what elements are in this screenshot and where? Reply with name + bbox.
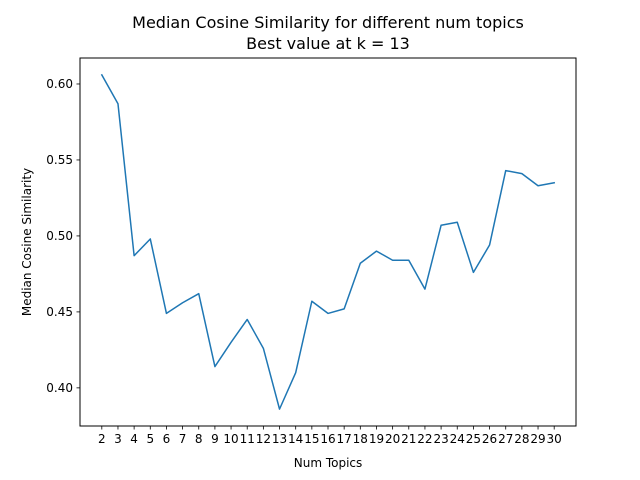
x-tick-label: 17	[337, 432, 352, 446]
x-tick-label: 21	[401, 432, 416, 446]
x-tick-label: 2	[98, 432, 106, 446]
chart-title: Median Cosine Similarity for different n…	[132, 13, 524, 32]
x-tick-label: 26	[482, 432, 497, 446]
x-tick-label: 16	[320, 432, 335, 446]
x-tick-label: 19	[369, 432, 384, 446]
y-axis-label: Median Cosine Similarity	[20, 168, 34, 316]
x-tick-label: 29	[530, 432, 545, 446]
y-tick-label: 0.60	[46, 77, 73, 91]
x-tick-label: 12	[256, 432, 271, 446]
x-tick-label: 14	[288, 432, 303, 446]
x-tick-label: 3	[114, 432, 122, 446]
x-tick-label: 10	[223, 432, 238, 446]
x-tick-label: 11	[240, 432, 255, 446]
x-tick-label: 30	[547, 432, 562, 446]
x-tick-label: 20	[385, 432, 400, 446]
chart-subtitle: Best value at k = 13	[246, 34, 410, 53]
x-axis-label: Num Topics	[294, 456, 363, 470]
plot-area	[100, 73, 556, 410]
x-tick-label: 9	[211, 432, 219, 446]
y-tick-label: 0.45	[46, 305, 73, 319]
x-tick-label: 13	[272, 432, 287, 446]
x-tick-label: 25	[466, 432, 481, 446]
x-tick-label: 8	[195, 432, 203, 446]
x-tick-label: 5	[146, 432, 154, 446]
y-tick-label: 0.55	[46, 153, 73, 167]
x-tick-label: 24	[450, 432, 465, 446]
x-tick-label: 15	[304, 432, 319, 446]
x-tick-label: 7	[179, 432, 187, 446]
x-tick-label: 28	[514, 432, 529, 446]
x-tick-label: 23	[433, 432, 448, 446]
y-axis: 0.40 0.45 0.50 0.55 0.60	[46, 77, 80, 395]
x-tick-label: 18	[353, 432, 368, 446]
x-axis: 2 3 4 5 6 7 8 9 10 11 12 13 14 15 16 17 18 19 20 21 22 23 24 25…	[98, 426, 562, 446]
x-tick-label: 27	[498, 432, 513, 446]
x-tick-label: 6	[163, 432, 171, 446]
x-tick-label: 4	[130, 432, 138, 446]
y-tick-label: 0.50	[46, 229, 73, 243]
y-tick-label: 0.40	[46, 381, 73, 395]
x-tick-label: 22	[417, 432, 432, 446]
series-line-0	[100, 73, 556, 410]
